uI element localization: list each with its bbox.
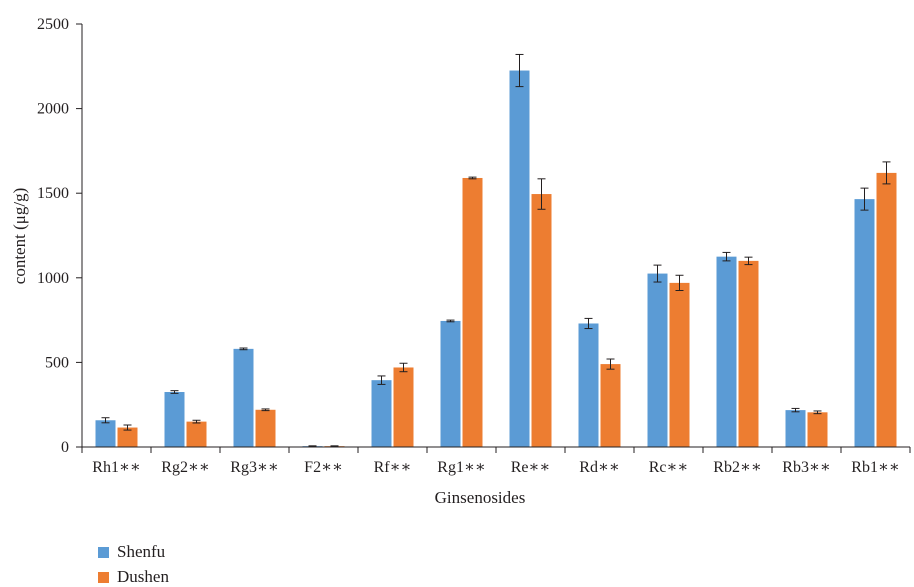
x-tick-label: Rc∗∗ [649, 459, 689, 476]
bar-dushen-rc [669, 282, 690, 447]
error-bar-shenfu-rg1 [446, 319, 455, 323]
y-tick-label: 2500 [37, 16, 69, 33]
x-tick-label: Rd∗∗ [579, 459, 619, 476]
error-bar-shenfu-f2 [308, 445, 317, 447]
x-tick-label: Rb2∗∗ [713, 459, 761, 476]
bar-dushen-rg3 [255, 409, 276, 447]
bar-dushen-re [531, 194, 552, 447]
y-tick-label: 1500 [37, 185, 69, 202]
y-tick-label: 0 [61, 439, 69, 456]
x-tick-label: Rh1∗∗ [92, 459, 140, 476]
x-tick-label: Rb1∗∗ [851, 459, 899, 476]
error-bar-shenfu-rc [653, 264, 662, 283]
bar-dushen-rh1 [117, 427, 138, 447]
x-axis-title: Ginsenosides [435, 488, 526, 507]
error-bar-shenfu-rg3 [239, 347, 248, 351]
legend-swatch-dushen [98, 572, 109, 583]
bar-shenfu-rb1 [854, 199, 875, 447]
error-bar-dushen-rg2 [192, 419, 201, 424]
error-bar-shenfu-re [515, 53, 524, 88]
legend-label-shenfu: Shenfu [117, 542, 166, 561]
x-axis: Rh1∗∗ Rg2∗∗ Rg3∗∗ F2∗∗ Rf∗∗ Rg1∗∗ Re∗∗ Rd∗∗ Rc∗∗… [81, 446, 911, 476]
x-tick-label: Rb3∗∗ [782, 459, 830, 476]
y-tick-label: 500 [45, 354, 69, 371]
bar-shenfu-re [509, 70, 530, 447]
bar-dushen-rg2 [186, 421, 207, 447]
error-bar-shenfu-rb2 [722, 251, 731, 262]
error-bar-shenfu-rd [584, 317, 593, 330]
bar-dushen-rg1 [462, 177, 483, 448]
x-tick-label: Re∗∗ [511, 459, 551, 476]
bar-dushen-rf [393, 367, 414, 447]
bar-dushen-rb3 [807, 412, 828, 447]
legend-swatch-shenfu [98, 547, 109, 558]
y-tick-label: 2000 [37, 101, 69, 118]
x-tick-label: F2∗∗ [304, 459, 343, 476]
x-tick-label: Rg1∗∗ [437, 459, 485, 476]
bar-dushen-rb2 [738, 260, 759, 447]
error-bar-shenfu-rf [377, 375, 386, 385]
error-bar-shenfu-rb3 [791, 407, 800, 413]
bar-shenfu-rh1 [95, 420, 116, 447]
legend: Shenfu Dushen [98, 542, 169, 586]
error-bar-shenfu-rb1 [860, 187, 869, 211]
plot-area [95, 53, 897, 448]
error-bar-dushen-rb2 [744, 256, 753, 266]
bar-shenfu-rg2 [164, 392, 185, 447]
error-bar-dushen-rb3 [813, 410, 822, 415]
y-axis: 0 500 1000 1500 2000 2500 [37, 16, 83, 456]
error-bar-dushen-re [537, 178, 546, 210]
y-tick-label: 1000 [37, 270, 69, 287]
bar-shenfu-rg1 [440, 320, 461, 447]
error-bar-dushen-rf [399, 362, 408, 373]
x-tick-label: Rg2∗∗ [161, 459, 209, 476]
bar-shenfu-rg3 [233, 348, 254, 447]
bar-shenfu-rd [578, 323, 599, 447]
error-bar-dushen-rd [606, 358, 615, 370]
bar-dushen-rb1 [876, 172, 897, 447]
bar-shenfu-rb2 [716, 256, 737, 447]
error-bar-dushen-rg1 [468, 176, 477, 180]
bar-dushen-rd [600, 364, 621, 447]
y-axis-title: content (μg/g) [10, 188, 29, 284]
x-tick-label: Rg3∗∗ [230, 459, 278, 476]
bar-shenfu-rf [371, 380, 392, 447]
error-bar-shenfu-rh1 [101, 417, 110, 424]
error-bar-dushen-rb1 [882, 161, 891, 185]
error-bar-dushen-rg3 [261, 408, 270, 412]
error-bar-dushen-f2 [330, 445, 339, 447]
error-bar-dushen-rc [675, 274, 684, 291]
bar-shenfu-rb3 [785, 410, 806, 447]
x-tick-label: Rf∗∗ [374, 459, 412, 476]
error-bar-shenfu-rg2 [170, 390, 179, 394]
legend-label-dushen: Dushen [117, 567, 169, 586]
error-bar-dushen-rh1 [123, 424, 132, 431]
bar-shenfu-rc [647, 273, 668, 447]
